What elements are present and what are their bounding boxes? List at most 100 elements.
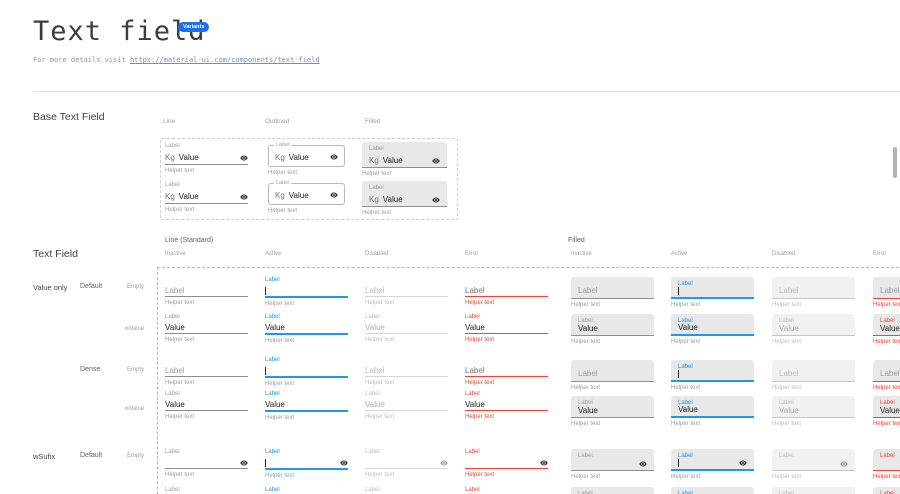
text-field-filled-active[interactable]: Label Helper text (671, 277, 754, 308)
field-input[interactable]: Value (880, 324, 900, 335)
text-field-filled-disabled[interactable]: LabelLabelHelper text (772, 360, 855, 391)
field-input[interactable]: Value (165, 322, 248, 334)
field-input[interactable]: Value (465, 399, 548, 411)
field-input[interactable]: Label (365, 365, 448, 377)
eye-icon[interactable] (540, 459, 548, 467)
text-field-line-error[interactable]: LabelLabelHelper text (465, 356, 548, 386)
field-input[interactable] (678, 370, 747, 380)
field-input[interactable] (465, 457, 548, 469)
field-input[interactable]: Label Kg Value (362, 181, 447, 207)
base-text-field-line[interactable]: Label Kg Value Helper text (165, 142, 248, 174)
field-input[interactable]: Label Kg Value (268, 142, 345, 167)
text-field-filled-error[interactable]: LabelLabelHelper text (873, 277, 900, 308)
text-field-line-active[interactable]: Label Value Helper text (265, 390, 348, 421)
text-field-filled-active[interactable]: Label Helper text (671, 449, 754, 480)
base-text-field-filled[interactable]: Label Kg Value Helper text (362, 181, 447, 216)
field-input[interactable]: Label (365, 285, 448, 297)
field-input[interactable]: Value (578, 406, 647, 417)
eye-icon[interactable] (840, 460, 848, 468)
eye-icon[interactable] (739, 459, 747, 467)
text-field-line-disabled[interactable]: LabelLabelHelper text (365, 356, 448, 386)
eye-icon[interactable] (639, 460, 647, 468)
field-input[interactable]: Value (365, 399, 448, 411)
field-input[interactable]: Label (465, 285, 548, 297)
text-field-filled-disabled[interactable]: LabelLabelHelper text (772, 277, 855, 308)
field-input[interactable]: Label (165, 365, 248, 377)
text-field-filled-inactive[interactable]: LabelLabelHelper text (571, 277, 654, 308)
field-input[interactable] (165, 457, 248, 469)
field-input[interactable]: Label (880, 280, 900, 298)
field-input[interactable]: Label (880, 363, 900, 381)
text-field-filled-error[interactable]: Label Value Helper text (873, 396, 900, 427)
field-input[interactable]: Value (165, 399, 248, 411)
eye-icon[interactable] (330, 191, 338, 199)
base-text-field-outlined[interactable]: Label Kg Value Helper text (268, 142, 345, 176)
field-input[interactable]: Label (465, 365, 548, 377)
text-field-filled-disabled[interactable]: Label Value Helper text (772, 396, 855, 427)
field-input[interactable]: Value (578, 324, 647, 335)
field-input[interactable]: Value (678, 405, 747, 416)
text-field-filled-inactive[interactable]: Label Helper text (571, 449, 654, 480)
field-input[interactable]: Value (365, 322, 448, 334)
eye-icon[interactable] (440, 459, 448, 467)
field-input[interactable]: Value (465, 322, 548, 334)
field-input[interactable] (779, 460, 848, 470)
text-field-filled-inactive[interactable]: LabelLabelHelper text (571, 360, 654, 391)
base-text-field-line[interactable]: Label Kg Value Helper text (165, 181, 248, 213)
text-field-line-inactive[interactable]: LabelLabelHelper text (165, 276, 248, 306)
field-input[interactable]: Value (779, 324, 848, 335)
field-input[interactable]: Label (578, 280, 647, 298)
field-input[interactable]: Label Kg Value (268, 180, 345, 205)
text-field-filled-inactive[interactable]: Label Value Helper text (571, 396, 654, 427)
field-input[interactable]: Value (265, 399, 348, 412)
field-input[interactable]: Label Kg Value (362, 142, 447, 168)
field-input[interactable]: Value (779, 406, 848, 417)
field-input[interactable] (265, 285, 348, 298)
text-field-filled-disabled[interactable]: Label Value Helper text (772, 314, 855, 345)
field-input[interactable]: Value (880, 406, 900, 417)
text-field-line-active[interactable]: Label Value Helper text (265, 313, 348, 344)
text-field-filled-active[interactable]: Label Helper text (671, 360, 754, 391)
base-text-field-filled[interactable]: Label Kg Value Helper text (362, 142, 447, 177)
eye-icon[interactable] (340, 459, 348, 467)
field-input[interactable] (365, 457, 448, 469)
eye-icon[interactable] (240, 154, 248, 162)
text-field-filled-active[interactable]: Label Value Helper text (671, 396, 754, 427)
text-field-line-disabled[interactable]: LabelLabelHelper text (365, 276, 448, 306)
text-field-filled-active[interactable]: Label Value Helper text (671, 314, 754, 345)
field-input[interactable]: Kg Value (165, 190, 248, 204)
text-field-filled-inactive[interactable]: Label Value Helper text (571, 314, 654, 345)
field-input[interactable] (678, 459, 747, 469)
text-field-line-error[interactable]: LabelLabelHelper text (465, 276, 548, 306)
eye-icon[interactable] (432, 157, 440, 165)
text-field-line-error[interactable]: Label Value Helper text (465, 390, 548, 420)
field-input[interactable] (578, 460, 647, 470)
field-input[interactable]: Label (165, 285, 248, 297)
field-input[interactable] (880, 460, 900, 470)
docs-link[interactable]: https://material-ui.com/components/text-… (129, 56, 320, 64)
eye-icon[interactable] (240, 193, 248, 201)
text-field-filled-error[interactable]: LabelLabelHelper text (873, 360, 900, 391)
scrollbar-thumb[interactable] (893, 147, 897, 178)
field-input[interactable]: Value (678, 323, 747, 334)
text-field-line-inactive[interactable]: Label Value Helper text (165, 390, 248, 420)
text-field-line-inactive[interactable]: LabelLabelHelper text (165, 356, 248, 386)
text-field-line-error[interactable]: Label Value Helper text (465, 313, 548, 343)
text-field-line-disabled[interactable]: Label Value Helper text (365, 390, 448, 420)
field-input[interactable] (265, 365, 348, 378)
field-input[interactable]: Value (265, 322, 348, 335)
eye-icon[interactable] (432, 196, 440, 204)
